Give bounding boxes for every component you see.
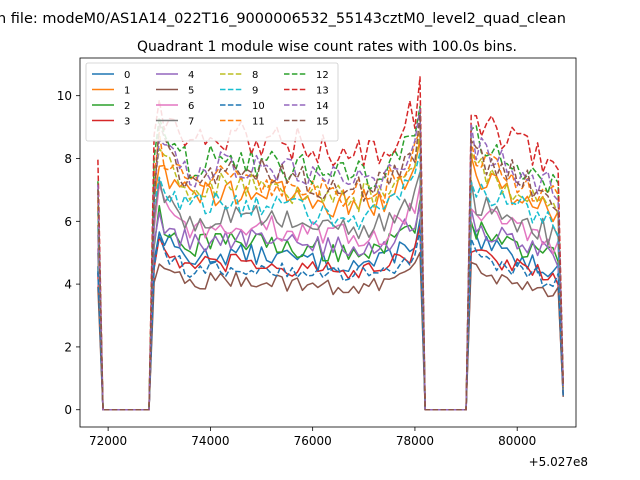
legend-label: 2 <box>124 101 130 112</box>
y-tick-label: 2 <box>64 340 72 354</box>
x-tick-label: 78000 <box>396 434 434 448</box>
y-tick-label: 6 <box>64 215 72 229</box>
y-tick-label: 0 <box>64 403 72 417</box>
y-tick-label: 10 <box>57 89 72 103</box>
y-axis: 0 2 4 6 8 10 <box>57 89 80 417</box>
series-line-10 <box>97 229 564 411</box>
axes-frame <box>79 57 577 428</box>
x-tick-label: 76000 <box>294 434 332 448</box>
legend-label: 10 <box>252 101 265 112</box>
series-line-15 <box>97 114 564 411</box>
series-line-8 <box>97 130 564 411</box>
legend-label: 9 <box>252 86 258 97</box>
series-line-14 <box>97 108 564 411</box>
legend-label: 13 <box>316 86 329 97</box>
x-tick-label: 74000 <box>191 434 229 448</box>
y-tick-label: 8 <box>64 152 72 166</box>
series-line-7 <box>97 171 564 411</box>
legend-label: 14 <box>316 101 329 112</box>
legend-label: 6 <box>188 101 194 112</box>
legend-label: 12 <box>316 70 329 81</box>
series-line-6 <box>97 184 564 411</box>
y-tick-label: 4 <box>64 278 72 292</box>
series-lines <box>97 76 564 411</box>
legend-label: 1 <box>124 86 130 97</box>
x-offset-label: +5.027e8 <box>529 455 588 469</box>
series-line-4 <box>97 203 564 411</box>
x-axis: 72000 74000 76000 78000 80000 <box>89 427 536 448</box>
legend-label: 4 <box>188 70 194 81</box>
legend-label: 3 <box>124 117 130 128</box>
series-line-5 <box>97 251 564 411</box>
legend-label: 0 <box>124 70 130 81</box>
legend-label: 15 <box>316 117 329 128</box>
legend-label: 5 <box>188 86 194 97</box>
legend-label: 11 <box>252 117 265 128</box>
figure-suptitle: n file: modeM0/AS1A14_022T16_9000006532_… <box>0 11 566 27</box>
legend-box <box>85 62 339 142</box>
legend-label: 7 <box>188 117 194 128</box>
x-tick-label: 72000 <box>89 434 127 448</box>
series-line-9 <box>97 151 564 411</box>
legend-label: 8 <box>252 70 258 81</box>
chart-title: Quadrant 1 module wise count rates with … <box>137 39 517 55</box>
series-line-1 <box>97 138 564 411</box>
x-tick-label: 80000 <box>498 434 536 448</box>
